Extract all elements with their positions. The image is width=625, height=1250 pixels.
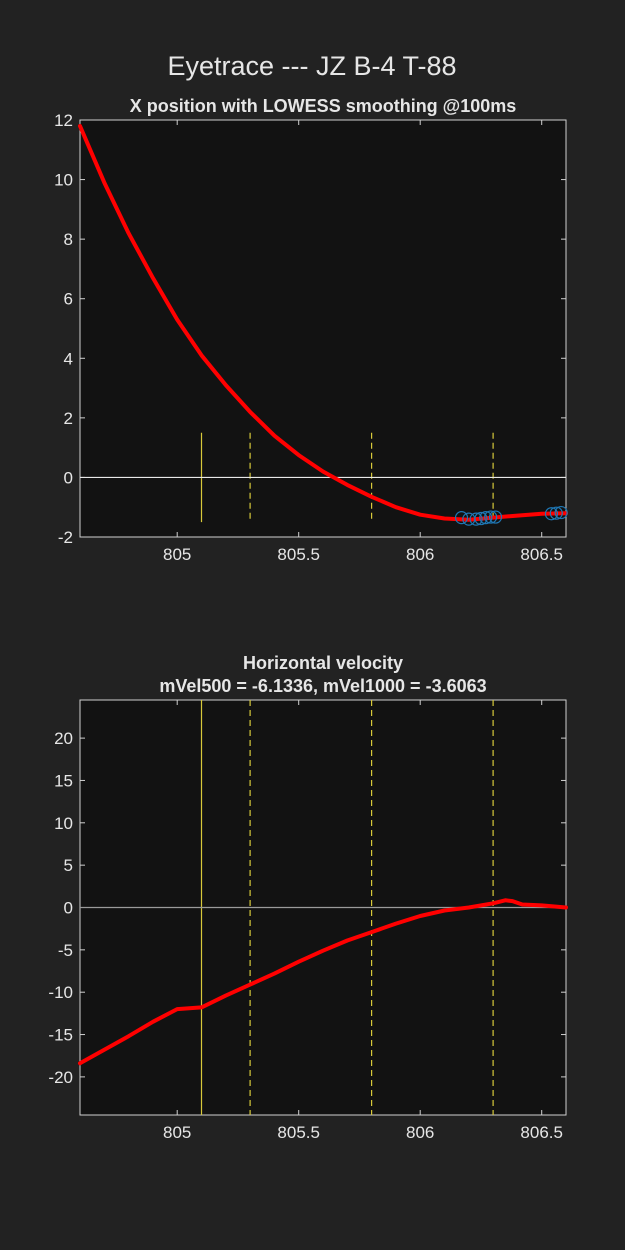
position-ytick-label: 12 xyxy=(54,111,73,130)
position-marker-point xyxy=(549,506,563,520)
position-ytick-label: -2 xyxy=(58,528,73,547)
velocity-xtick-label: 806 xyxy=(406,1123,434,1142)
velocity-ytick-label: -5 xyxy=(58,941,73,960)
velocity-axes-ticks: 805 805.5 806 806.5 -20 -15 -10 -5 0 5 10 15 20 xyxy=(48,700,566,1142)
velocity-ytick-label: 20 xyxy=(54,729,73,748)
position-marker-point xyxy=(488,510,503,524)
position-xtick-label: 805.5 xyxy=(277,545,320,564)
velocity-axes-subtitle: mVel500 = -6.1336, mVel1000 = -3.6063 xyxy=(159,676,486,696)
velocity-ytick-label: -20 xyxy=(48,1068,73,1087)
position-marker-point xyxy=(469,512,483,526)
velocity-ytick-label: 10 xyxy=(54,814,73,833)
position-marker-point xyxy=(484,510,498,524)
position-marker-point xyxy=(544,507,559,521)
position-axes-title: X position with LOWESS smoothing @100ms xyxy=(130,96,517,116)
velocity-ytick-label: 15 xyxy=(54,771,73,790)
position-axes: X position with LOWESS smoothing @100ms … xyxy=(54,96,568,564)
position-ytick-label: 2 xyxy=(64,409,73,428)
position-xtick-label: 806 xyxy=(406,545,434,564)
velocity-xtick-label: 805 xyxy=(163,1123,191,1142)
position-ytick-label: 10 xyxy=(54,171,73,190)
velocity-ytick-label: -10 xyxy=(48,983,73,1002)
position-xtick-label: 806.5 xyxy=(520,545,563,564)
velocity-axes-title: Horizontal velocity xyxy=(243,653,403,673)
position-marker-point xyxy=(454,511,469,525)
position-marker-point xyxy=(554,505,568,520)
position-marker-point xyxy=(479,511,493,525)
position-plot-area xyxy=(79,119,567,538)
velocity-ytick-label: 0 xyxy=(64,899,73,918)
velocity-trace-line xyxy=(78,898,568,1066)
position-ytick-label: 8 xyxy=(64,230,73,249)
position-ytick-label: 6 xyxy=(64,290,73,309)
velocity-axes: Horizontal velocity mVel500 = -6.1336, m… xyxy=(48,653,568,1142)
position-ytick-label: 4 xyxy=(64,349,73,368)
velocity-ytick-label: -15 xyxy=(48,1026,73,1045)
position-xtick-label: 805 xyxy=(163,545,191,564)
figure-suptitle: Eyetrace --- JZ B-4 T-88 xyxy=(167,51,456,81)
position-ytick-label: 0 xyxy=(64,468,73,487)
position-fixation-markers xyxy=(454,505,568,526)
velocity-trace-series xyxy=(78,898,568,1066)
velocity-ytick-label: 5 xyxy=(64,856,73,875)
position-marker-point xyxy=(474,511,488,526)
velocity-xtick-label: 806.5 xyxy=(520,1123,563,1142)
velocity-xtick-label: 805.5 xyxy=(277,1123,320,1142)
